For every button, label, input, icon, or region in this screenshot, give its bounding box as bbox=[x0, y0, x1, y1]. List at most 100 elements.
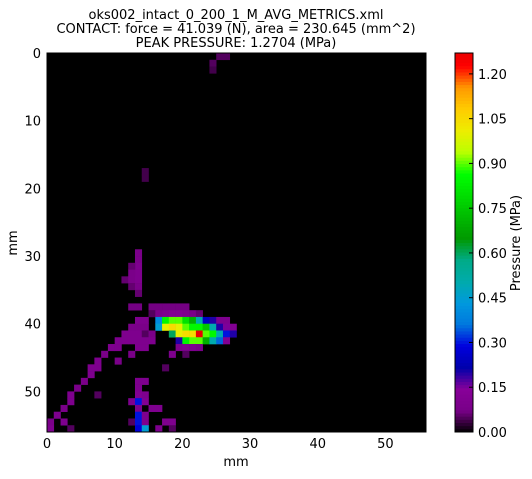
heat-cell bbox=[128, 330, 136, 338]
heat-cell bbox=[202, 337, 210, 345]
colorbar-segment bbox=[455, 154, 473, 158]
colorbar-tick-label: 0.75 bbox=[478, 202, 507, 217]
y-tick-label: 10 bbox=[24, 115, 41, 130]
x-tick-label: 20 bbox=[174, 437, 191, 452]
colorbar-segment bbox=[455, 327, 473, 332]
heat-cell bbox=[155, 404, 163, 412]
colorbar-segment bbox=[455, 97, 473, 101]
heat-cell bbox=[209, 323, 217, 331]
heat-cell bbox=[141, 330, 149, 338]
heat-cell bbox=[162, 316, 170, 325]
colorbar-segment bbox=[455, 387, 473, 392]
heat-cell bbox=[168, 310, 176, 318]
heat-cell bbox=[182, 310, 190, 318]
heat-cell bbox=[148, 303, 156, 311]
colorbar-segment bbox=[455, 368, 473, 373]
heat-cell bbox=[175, 323, 183, 331]
heat-cell bbox=[134, 283, 143, 291]
heat-cell bbox=[189, 344, 197, 352]
colorbar-tick-label: 1.05 bbox=[478, 113, 507, 128]
heat-cell bbox=[101, 350, 109, 358]
heat-cell bbox=[216, 53, 224, 61]
colorbar-segment bbox=[455, 182, 473, 187]
colorbar-segment bbox=[455, 188, 473, 193]
colorbar-segment bbox=[455, 226, 473, 231]
colorbar-segment bbox=[455, 169, 473, 174]
heat-cell bbox=[94, 364, 102, 372]
heat-cell bbox=[67, 398, 75, 406]
colorbar-segment bbox=[455, 311, 473, 316]
colorbar-segment bbox=[455, 100, 473, 105]
heat-cell bbox=[94, 357, 102, 365]
colorbar-segment bbox=[455, 176, 473, 180]
colorbar-segment bbox=[455, 371, 473, 376]
heat-cell bbox=[141, 391, 149, 399]
heat-cell bbox=[128, 262, 136, 270]
colorbar-segment bbox=[455, 330, 473, 335]
colorbar-segment bbox=[455, 81, 473, 86]
colorbar-segment bbox=[455, 233, 473, 237]
heat-cell bbox=[209, 59, 217, 67]
colorbar-label: Pressure (MPa) bbox=[509, 195, 524, 291]
heat-cell bbox=[222, 323, 231, 331]
colorbar-segment bbox=[455, 119, 473, 123]
heat-cell bbox=[134, 425, 143, 433]
colorbar-segment bbox=[455, 147, 473, 152]
heat-cell bbox=[141, 337, 149, 345]
heat-cell bbox=[134, 323, 143, 331]
x-tick-label: 30 bbox=[242, 437, 259, 452]
heat-cell bbox=[94, 391, 102, 399]
y-tick-label: 40 bbox=[24, 318, 41, 333]
chart-subtitle: PEAK PRESSURE: 1.2704 (MPa) bbox=[136, 36, 337, 51]
heat-cell bbox=[141, 316, 149, 325]
colorbar-segment bbox=[455, 365, 473, 370]
heat-cell bbox=[182, 344, 190, 352]
heat-cell bbox=[134, 316, 143, 325]
colorbar-segment bbox=[455, 343, 473, 348]
heat-cell bbox=[87, 371, 95, 379]
heat-cell bbox=[155, 310, 163, 318]
colorbar-segment bbox=[455, 131, 473, 136]
heat-cell bbox=[80, 377, 88, 385]
colorbar-segment bbox=[455, 144, 473, 149]
colorbar-segment bbox=[455, 195, 473, 199]
colorbar-tick-label: 0.00 bbox=[478, 426, 507, 441]
colorbar-tick-label: 0.15 bbox=[478, 381, 507, 396]
heat-cell bbox=[229, 330, 237, 338]
colorbar-segment bbox=[455, 59, 473, 63]
heat-cell bbox=[60, 404, 68, 412]
heat-cell bbox=[189, 316, 197, 325]
colorbar-segment bbox=[455, 245, 473, 250]
heat-cell bbox=[222, 316, 231, 325]
heat-cell bbox=[195, 323, 203, 331]
colorbar-segment bbox=[455, 378, 473, 382]
heat-cell bbox=[202, 323, 210, 331]
heat-cell bbox=[216, 337, 224, 345]
colorbar-segment bbox=[455, 381, 473, 386]
plot-background bbox=[47, 53, 426, 432]
colorbar-segment bbox=[455, 400, 473, 405]
heat-cell bbox=[189, 323, 197, 331]
colorbar-tick-label: 0.90 bbox=[478, 157, 507, 172]
colorbar-segment bbox=[455, 308, 473, 313]
colorbar-segment bbox=[455, 337, 473, 341]
colorbar-segment bbox=[455, 296, 473, 300]
colorbar-segment bbox=[455, 56, 473, 60]
heat-cell bbox=[134, 303, 143, 311]
colorbar-segment bbox=[455, 397, 473, 401]
heat-cell bbox=[182, 330, 190, 338]
colorbar-segment bbox=[455, 242, 473, 247]
heat-cell bbox=[168, 323, 176, 331]
heat-cell bbox=[155, 425, 163, 433]
heat-cell bbox=[216, 330, 224, 338]
heat-cell bbox=[162, 418, 170, 426]
colorbar-segment bbox=[455, 163, 473, 168]
heat-cell bbox=[128, 398, 136, 406]
heat-cell bbox=[141, 174, 149, 182]
heat-cell bbox=[175, 344, 183, 352]
colorbar-segment bbox=[455, 103, 473, 108]
heat-cell bbox=[175, 330, 183, 338]
colorbar-segment bbox=[455, 198, 473, 202]
heat-cell bbox=[195, 316, 203, 325]
